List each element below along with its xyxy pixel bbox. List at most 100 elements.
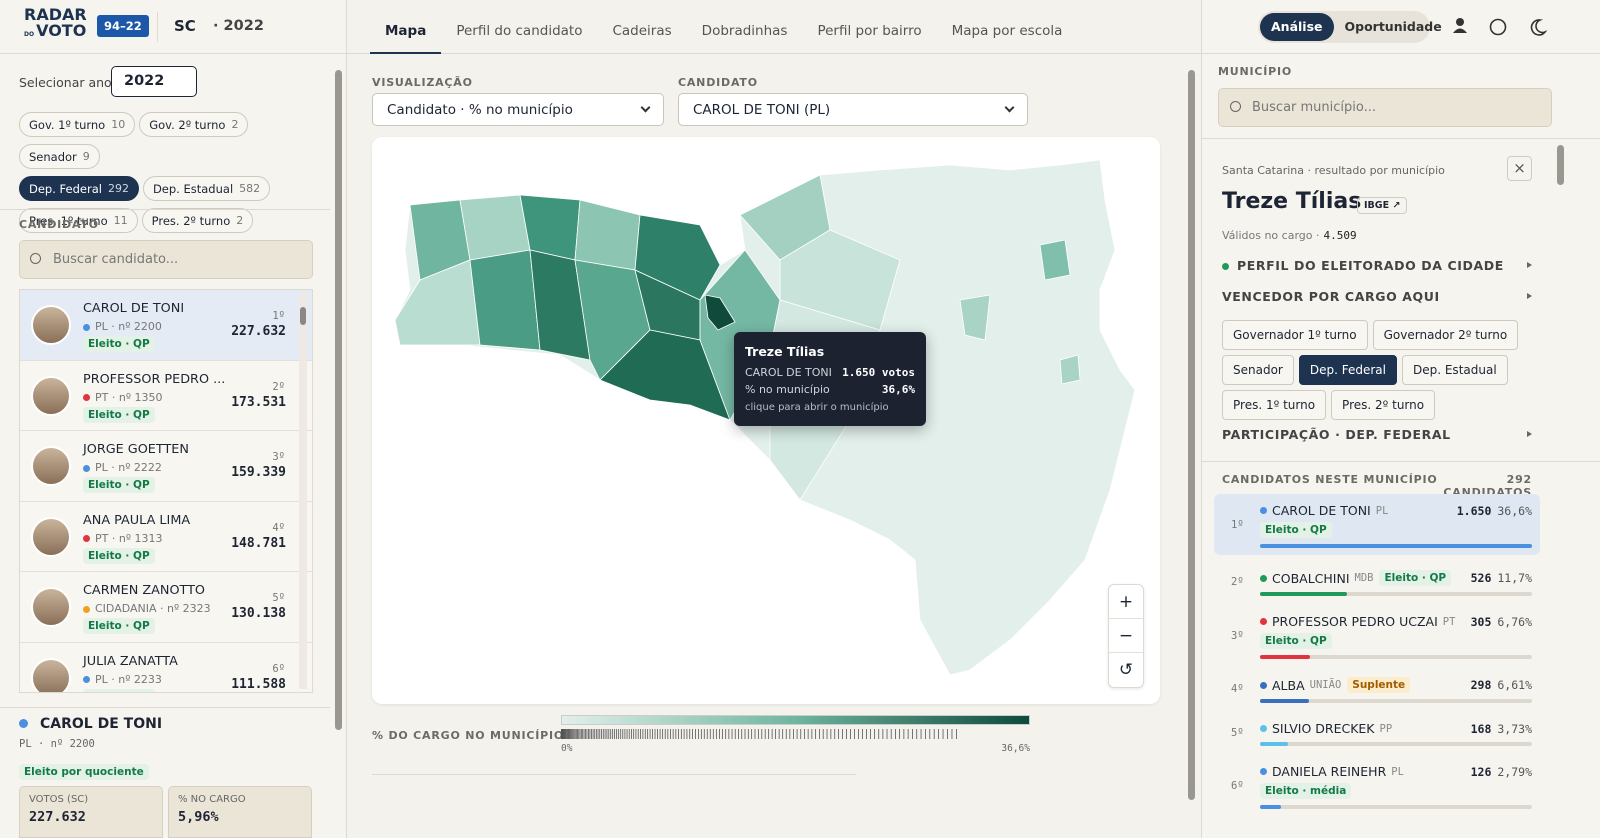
tab[interactable]: Mapa por escola xyxy=(951,23,1063,39)
result-row[interactable]: 4º ALBA UNIÃO Suplente 298 6,61% xyxy=(1214,668,1540,710)
result-name: COBALCHINI xyxy=(1272,570,1350,586)
race-name: Gov. 2º turno xyxy=(149,117,226,132)
race-button[interactable]: Dep. Estadual xyxy=(1401,355,1508,385)
candidate-row[interactable]: JULIA ZANATTA PL · nº 2233 Eleito · QP 6º11… xyxy=(20,642,312,692)
race-chip[interactable]: Gov. 1º turno 10 xyxy=(19,112,136,137)
race-count: 2 xyxy=(236,214,244,227)
candidate-row[interactable]: CAROL DE TONI PL · nº 2200 Eleito · QP 1º 22… xyxy=(20,290,312,361)
race-button[interactable]: Dep. Federal xyxy=(1298,355,1397,385)
municipality[interactable] xyxy=(779,229,901,331)
municipality[interactable] xyxy=(469,249,541,351)
municipality[interactable] xyxy=(459,194,531,261)
race-chip[interactable]: Dep. Estadual 582 xyxy=(142,176,271,201)
profile-section[interactable]: PERFIL DO ELEITORADO DA CIDADE xyxy=(1222,258,1532,273)
municipality[interactable] xyxy=(1059,354,1081,385)
municipio-search[interactable]: Buscar município... xyxy=(1218,88,1552,127)
share-track xyxy=(1260,742,1532,746)
race-button[interactable]: Senador xyxy=(1222,355,1294,385)
participation-section[interactable]: PARTICIPAÇÃO · DEP. FEDERAL xyxy=(1222,427,1532,442)
race-count: 582 xyxy=(239,182,261,195)
sidebar-scroll-thumb xyxy=(335,70,342,730)
race-chip[interactable]: Gov. 2º turno 2 xyxy=(139,112,249,137)
candidate-list: CAROL DE TONI PL · nº 2200 Eleito · QP 1º 22… xyxy=(19,289,313,693)
tooltip-row: CAROL DE TONI 1.650 votos xyxy=(745,366,915,379)
legend-gradient xyxy=(561,715,1030,725)
municipality[interactable] xyxy=(634,214,721,301)
candidate-name: PROFESSOR PEDRO ... xyxy=(83,371,226,387)
candidate-party: PT · nº 1350 xyxy=(83,391,163,404)
candidate-row[interactable]: ANA PAULA LIMA PT · nº 1313 Eleito · QP 4º 1… xyxy=(20,501,312,572)
result-row[interactable]: 1º CAROL DE TONI PL 1.650 36,6% Eleito · QP xyxy=(1214,494,1540,555)
candidate-search[interactable]: Buscar candidato... xyxy=(19,240,313,279)
viz-label: VISUALIZAÇÃO xyxy=(372,76,473,89)
race-name: Senador xyxy=(29,149,77,164)
zoom-button[interactable]: ↺ xyxy=(1118,660,1134,680)
stat-card: % NO CARGO 5,96% xyxy=(168,786,312,838)
selected-municipality[interactable] xyxy=(704,294,736,331)
party-text: PL · nº 2200 xyxy=(95,320,162,333)
race-chip[interactable]: Dep. Federal 292 xyxy=(19,176,139,201)
viz-select[interactable]: Candidato · % no município xyxy=(372,93,664,126)
municipality[interactable] xyxy=(1039,239,1071,281)
municipality[interactable] xyxy=(574,199,641,271)
race-chip[interactable]: Pres. 2º turno 2 xyxy=(141,208,254,233)
result-numbers: 168 3,73% xyxy=(1471,722,1532,736)
zoom-button[interactable]: − xyxy=(1109,619,1143,653)
user-icon[interactable] xyxy=(1456,18,1464,26)
tab[interactable]: Perfil do candidato xyxy=(456,23,583,39)
logo-word: DO xyxy=(24,31,35,38)
tooltip-key: % no município xyxy=(745,383,830,396)
race-button[interactable]: Pres. 2º turno xyxy=(1331,390,1436,420)
valid-line: Válidos no cargo · 4.509 xyxy=(1222,229,1357,242)
candidate-row[interactable]: JORGE GOETTEN PL · nº 2222 Eleito · QP 3º 15… xyxy=(20,431,312,502)
legend-min: 0% xyxy=(561,743,573,754)
party-dot xyxy=(1260,681,1267,689)
help-icon[interactable] xyxy=(1489,18,1507,36)
candidate-party: PL · nº 2222 xyxy=(83,461,162,474)
party-dot xyxy=(1260,725,1267,732)
municipality[interactable] xyxy=(394,259,481,346)
race-name: Dep. Federal xyxy=(29,181,102,196)
race-chip[interactable]: Senador 9 xyxy=(19,144,100,169)
theme-icon[interactable] xyxy=(1530,19,1547,36)
tab[interactable]: Mapa xyxy=(370,0,442,54)
party-dot xyxy=(1260,618,1267,625)
mode-option[interactable]: Análise xyxy=(1260,13,1334,41)
result-row[interactable]: 6º DANIELA REINEHR PL 126 2,79% Eleito · médi… xyxy=(1214,755,1540,816)
mode-toggle: Análise Oportunidade xyxy=(1258,11,1442,43)
ibge-link[interactable]: IBGE ↗ xyxy=(1357,197,1408,214)
candidate-rank: 2º xyxy=(272,380,285,393)
divider xyxy=(0,707,330,708)
winner-section[interactable]: VENCEDOR POR CARGO AQUI xyxy=(1222,289,1532,304)
candidate-row[interactable]: CARMEN ZANOTTO CIDADANIA · nº 2323 Eleito … xyxy=(20,572,312,643)
race-button[interactable]: Governador 1º turno xyxy=(1222,320,1368,350)
result-row[interactable]: 2º COBALCHINI MDB Eleito · QP 526 11,7% xyxy=(1214,561,1540,603)
year-select[interactable]: 2022 xyxy=(111,66,197,97)
municipality[interactable] xyxy=(959,294,991,341)
legend-max: 36,6% xyxy=(1001,743,1030,754)
race-chip[interactable]: Pres. 1º turno 11 xyxy=(19,208,138,233)
close-button[interactable]: × xyxy=(1507,156,1532,181)
party-dot xyxy=(83,535,90,542)
tab[interactable]: Perfil por bairro xyxy=(817,23,922,39)
race-button[interactable]: Pres. 1º turno xyxy=(1222,390,1327,420)
tab[interactable]: Cadeiras xyxy=(612,23,672,39)
result-row[interactable]: 3º PROFESSOR PEDRO UCZAI PT 305 6,76% Eleito … xyxy=(1214,605,1540,666)
mode-option[interactable]: Oportunidade xyxy=(1344,19,1442,34)
race-button[interactable]: Governador 2º turno xyxy=(1372,320,1519,350)
municipio-label: MUNICÍPIO xyxy=(1218,65,1293,78)
share-bar xyxy=(1260,699,1310,703)
race-count: 11 xyxy=(113,214,128,227)
candidate-select[interactable]: CAROL DE TONI (PL) xyxy=(678,93,1028,126)
avatar xyxy=(31,587,71,627)
result-row[interactable]: 5º SILVIO DRECKEK PP 168 3,73% xyxy=(1214,712,1540,753)
candidate-status: Eleito · QP xyxy=(83,618,155,634)
zoom-button[interactable]: + xyxy=(1109,585,1143,619)
result-rank: 3º xyxy=(1231,629,1244,642)
candidate-row[interactable]: PROFESSOR PEDRO ... PT · nº 1350 Eleito · … xyxy=(20,360,312,431)
section-title: PERFIL DO ELEITORADO DA CIDADE xyxy=(1222,258,1504,273)
result-party: PP xyxy=(1379,722,1393,735)
zoom-controls: + − ↺ xyxy=(1108,584,1144,688)
tab[interactable]: Dobradinhas xyxy=(701,23,788,39)
party-dot xyxy=(1260,574,1267,582)
